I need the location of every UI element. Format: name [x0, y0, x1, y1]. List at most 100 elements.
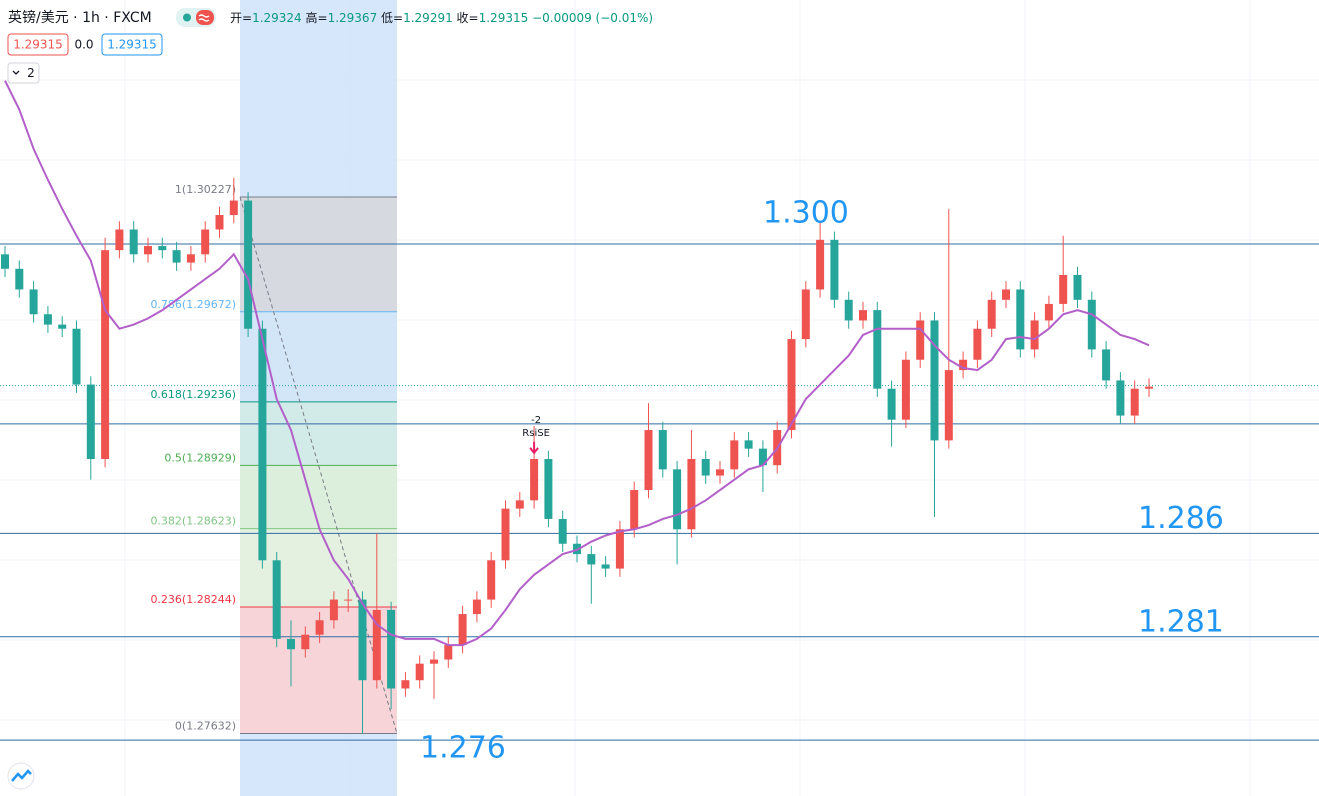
fib-label: 0.618(1.29236)	[150, 388, 236, 401]
signal-count: -2	[531, 415, 541, 426]
collapse-button[interactable]	[7, 62, 40, 84]
fib-trend	[239, 196, 398, 734]
candle-body	[158, 246, 167, 251]
ohlc-change: −0.00009 (−0.01%)	[532, 11, 653, 25]
symbol: 英镑/美元 · 1h · FXCM	[8, 9, 152, 26]
candle-body	[1044, 303, 1053, 321]
ohlc-label: 开=	[230, 11, 252, 25]
ohlc-label: 收=	[457, 11, 479, 25]
candle-body	[1, 254, 9, 269]
candle-body	[987, 299, 996, 329]
candle-body	[43, 314, 52, 325]
candle-body	[587, 554, 596, 565]
ohlc-value: 1.29315	[479, 11, 529, 25]
candle-body	[1030, 320, 1039, 350]
fib-zone	[240, 197, 397, 312]
candle-body	[601, 564, 610, 569]
level-label: 1.300	[763, 195, 849, 230]
candle-body	[58, 324, 67, 329]
candle-body	[887, 388, 896, 420]
candle-body	[844, 299, 853, 321]
candle-body	[258, 328, 267, 561]
sell-button[interactable]	[7, 33, 69, 56]
candle-body	[372, 609, 381, 681]
ohlc-legend: 开=1.29324 高=1.29367 低=1.29291 收=1.29315 …	[230, 10, 653, 25]
candle-body	[29, 289, 38, 315]
candle-body	[215, 215, 224, 230]
signal-arrow	[529, 441, 539, 455]
candle-body	[358, 599, 367, 681]
candle-body	[301, 634, 310, 650]
candle-body	[186, 254, 195, 263]
candle-body	[1059, 274, 1068, 304]
header: 英镑/美元 · 1h · FXCM 1.29315 0.0 1.29315 2 …	[7, 8, 653, 84]
candle-body	[1073, 274, 1082, 300]
candle-body	[487, 560, 496, 600]
candle-body	[329, 599, 338, 621]
candle-body	[144, 246, 152, 255]
candle-body	[1145, 386, 1153, 389]
buy-price: 1.29315	[107, 38, 157, 52]
candle-body	[830, 239, 839, 300]
candle-body	[172, 250, 181, 263]
candle-body	[1116, 380, 1125, 416]
signal-name: RsiSE	[522, 428, 550, 439]
ohlc-value: 1.29367	[328, 11, 378, 25]
candle-body	[673, 469, 682, 530]
candle-body	[115, 229, 124, 251]
ohlc-label: 低=	[381, 11, 403, 25]
candle-body	[758, 448, 767, 466]
status-icon	[196, 10, 214, 25]
candle-body	[644, 430, 653, 491]
fib-label: 0(1.27632)	[175, 720, 236, 733]
candle-body	[129, 229, 138, 255]
candle-body	[401, 680, 410, 689]
candle-body	[716, 469, 724, 476]
fib-label: 0.236(1.28244)	[150, 593, 236, 606]
candle-body	[86, 384, 95, 459]
candle-body	[687, 458, 696, 530]
candle-body	[730, 440, 739, 470]
candle-body	[1002, 289, 1010, 300]
candle-body	[530, 458, 539, 501]
candle-body	[1087, 299, 1096, 350]
fib-label: 0.382(1.28623)	[150, 515, 236, 528]
candle-body	[901, 359, 910, 420]
candle-body	[430, 659, 438, 664]
status-dot	[183, 13, 191, 22]
fib-label: 0.786(1.29672)	[150, 298, 236, 311]
collapse-count: 2	[27, 66, 35, 80]
candle-body	[1102, 349, 1111, 381]
candle-body	[287, 638, 295, 650]
candle-body	[859, 310, 867, 321]
fib-label: 0.5(1.28929)	[164, 451, 236, 464]
candle-body	[472, 599, 481, 615]
candle-body	[101, 250, 110, 459]
buy-button[interactable]	[101, 33, 163, 56]
candle-body	[787, 339, 796, 431]
ohlc-value: 1.29291	[403, 11, 453, 25]
candle-body	[387, 609, 396, 689]
candle-body	[229, 200, 238, 216]
candle-body	[744, 440, 753, 449]
candle-body	[315, 620, 324, 635]
candle-body	[501, 508, 510, 561]
level-label: 1.276	[420, 731, 506, 766]
candle-body	[72, 328, 81, 385]
logo-mark	[11, 769, 32, 782]
candle-body	[630, 490, 639, 530]
candle-body	[615, 529, 624, 569]
candle-body	[544, 458, 553, 519]
candle-body	[1130, 388, 1139, 416]
candle-body	[515, 500, 524, 509]
candle-body	[444, 645, 453, 660]
ohlc-value: 1.29324	[252, 11, 302, 25]
candle-body	[801, 289, 810, 340]
wave-icon	[198, 14, 210, 22]
candle-body	[701, 458, 710, 476]
chevron	[12, 70, 20, 75]
candle-body	[658, 430, 667, 470]
candle-body	[244, 200, 253, 329]
